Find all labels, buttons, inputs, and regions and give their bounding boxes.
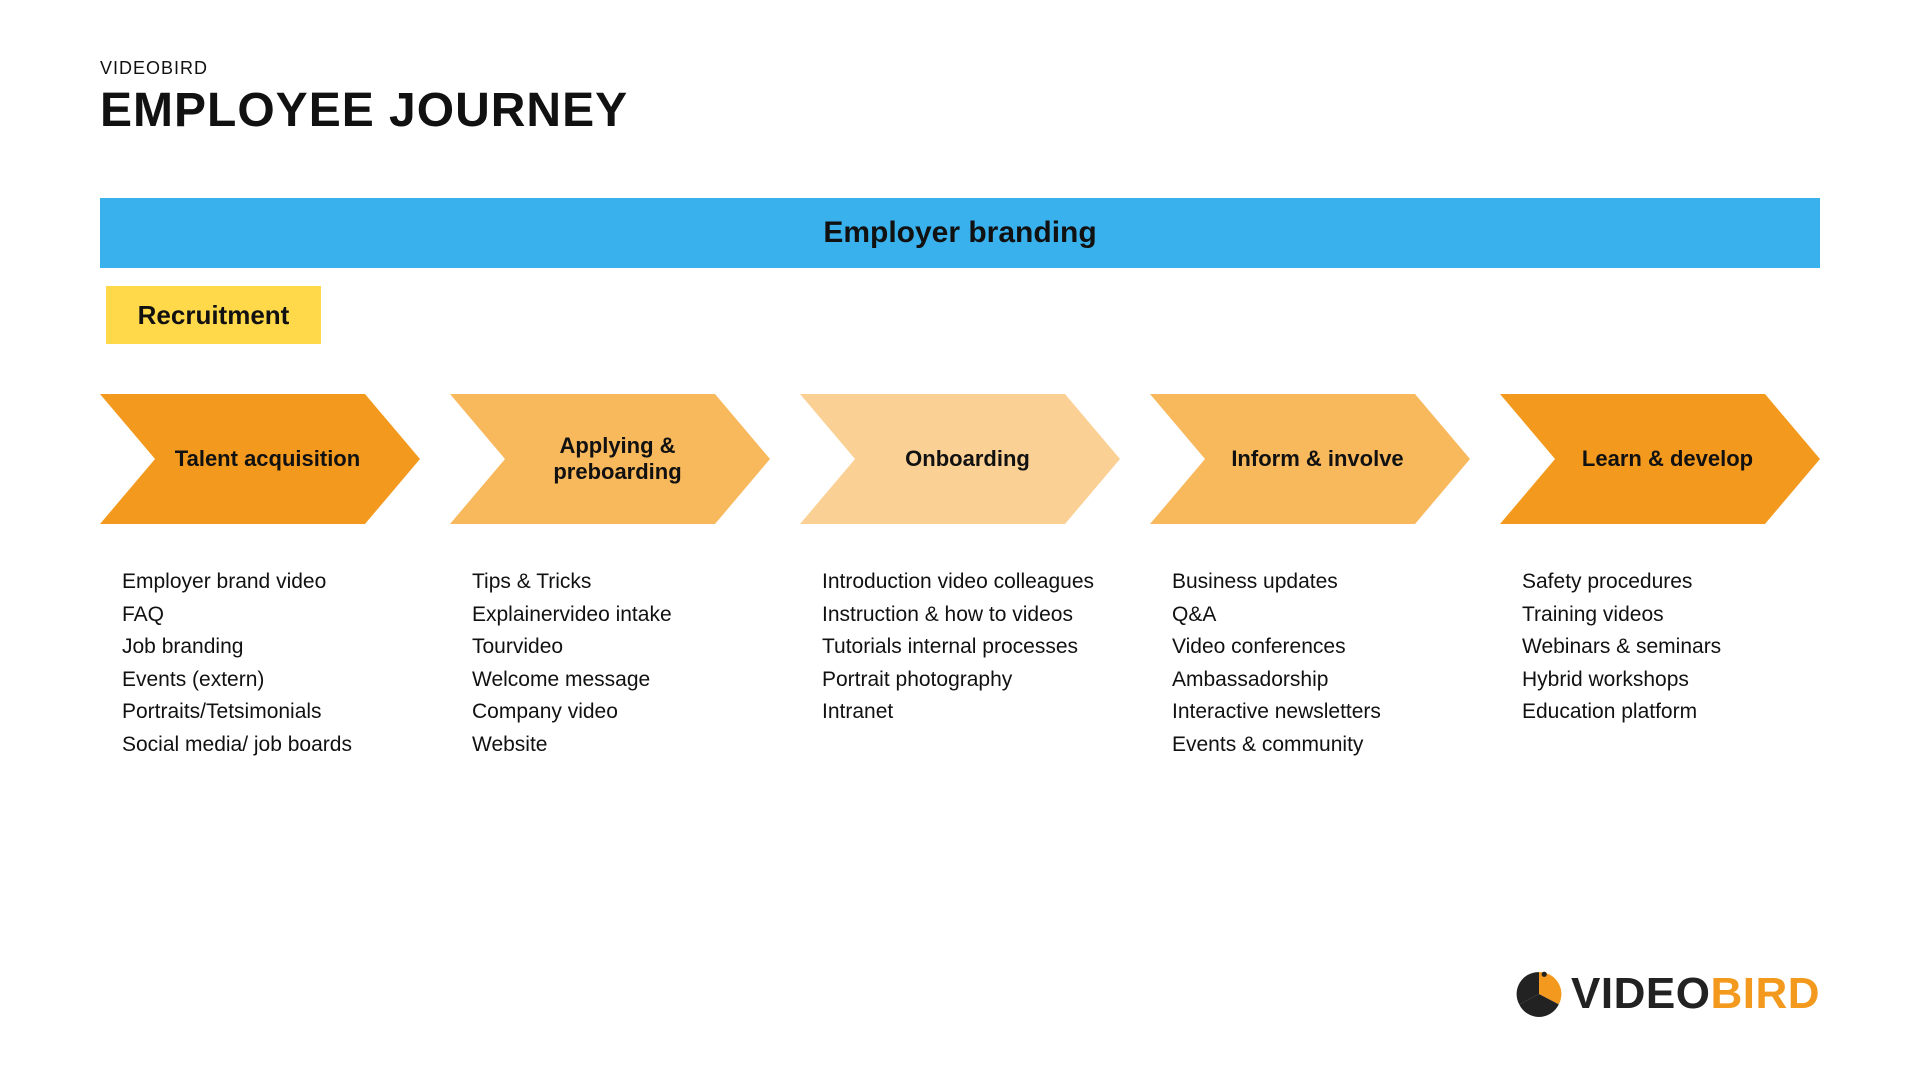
stage-item: Video conferences xyxy=(1172,631,1470,664)
banner-label: Employer branding xyxy=(823,216,1096,250)
stage-item: Tips & Tricks xyxy=(472,566,770,599)
journey-arrow-label: Onboarding xyxy=(800,394,1120,524)
stage-item: Education platform xyxy=(1522,696,1820,729)
stage-item: Intranet xyxy=(822,696,1120,729)
stage-item: Events (extern) xyxy=(122,664,420,697)
stage-item: Explainervideo intake xyxy=(472,599,770,632)
stage-item: Webinars & seminars xyxy=(1522,631,1820,664)
page-title: EMPLOYEE JOURNEY xyxy=(100,83,1820,138)
stage-item: Job branding xyxy=(122,631,420,664)
stage-item: Employer brand video xyxy=(122,566,420,599)
stage-items-column: Business updatesQ&AVideo conferencesAmba… xyxy=(1150,566,1470,761)
stage-item: Portrait photography xyxy=(822,664,1120,697)
logo-word1: VIDEO xyxy=(1571,969,1710,1018)
employer-branding-banner: Employer branding xyxy=(100,198,1820,268)
videobird-logo: VIDEOBIRD xyxy=(1513,968,1820,1020)
stage-items-column: Introduction video colleaguesInstruction… xyxy=(800,566,1120,761)
journey-arrow-label: Applying & preboarding xyxy=(450,394,770,524)
journey-arrow: Learn & develop xyxy=(1500,394,1820,524)
recruitment-label: Recruitment xyxy=(138,300,290,331)
journey-arrow: Applying & preboarding xyxy=(450,394,770,524)
lists-row: Employer brand videoFAQJob brandingEvent… xyxy=(100,566,1820,761)
stage-item: Instruction & how to videos xyxy=(822,599,1120,632)
logo-word2: BIRD xyxy=(1710,969,1820,1018)
journey-arrow: Talent acquisition xyxy=(100,394,420,524)
journey-arrow: Onboarding xyxy=(800,394,1120,524)
logo-text: VIDEOBIRD xyxy=(1571,969,1820,1019)
stage-item: Interactive newsletters xyxy=(1172,696,1470,729)
stage-item: Business updates xyxy=(1172,566,1470,599)
logo-mark-icon xyxy=(1513,968,1565,1020)
stage-item: Tourvideo xyxy=(472,631,770,664)
stage-item: Safety procedures xyxy=(1522,566,1820,599)
stage-item: Events & community xyxy=(1172,729,1470,762)
stage-item: Training videos xyxy=(1522,599,1820,632)
journey-arrow: Inform & involve xyxy=(1150,394,1470,524)
stage-item: Ambassadorship xyxy=(1172,664,1470,697)
recruitment-tag: Recruitment xyxy=(106,286,321,344)
stage-item: Tutorials internal processes xyxy=(822,631,1120,664)
journey-arrow-label: Talent acquisition xyxy=(100,394,420,524)
journey-arrow-label: Learn & develop xyxy=(1500,394,1820,524)
stage-items-column: Employer brand videoFAQJob brandingEvent… xyxy=(100,566,420,761)
journey-arrow-label: Inform & involve xyxy=(1150,394,1470,524)
stage-item: Social media/ job boards xyxy=(122,729,420,762)
stage-items-column: Tips & TricksExplainervideo intakeTourvi… xyxy=(450,566,770,761)
page: VIDEOBIRD EMPLOYEE JOURNEY Employer bran… xyxy=(0,0,1920,1080)
stage-item: Website xyxy=(472,729,770,762)
stage-item: Company video xyxy=(472,696,770,729)
stage-items-column: Safety proceduresTraining videosWebinars… xyxy=(1500,566,1820,761)
stage-item: FAQ xyxy=(122,599,420,632)
stage-item: Portraits/Tetsimonials xyxy=(122,696,420,729)
stage-item: Hybrid workshops xyxy=(1522,664,1820,697)
stage-item: Introduction video colleagues xyxy=(822,566,1120,599)
stage-item: Welcome message xyxy=(472,664,770,697)
stage-item: Q&A xyxy=(1172,599,1470,632)
arrows-row: Talent acquisitionApplying & preboarding… xyxy=(100,394,1820,524)
eyebrow: VIDEOBIRD xyxy=(100,58,1820,79)
